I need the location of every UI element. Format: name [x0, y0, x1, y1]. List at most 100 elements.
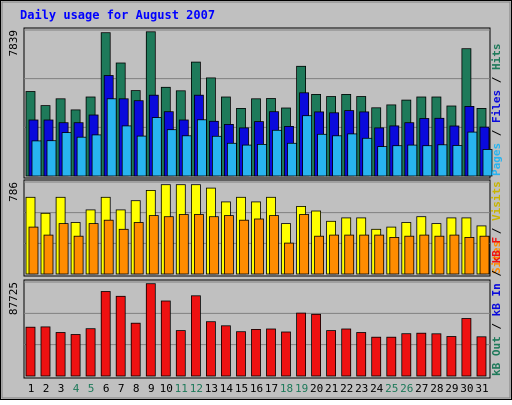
bar-kb-f-day-24: [371, 336, 382, 377]
legend-separator: /: [490, 123, 503, 143]
bar-kb-f-day-1: [25, 326, 36, 377]
bar-sites-day-9: [148, 215, 159, 275]
x-label-day-11: 11: [175, 382, 188, 395]
bar-kb-f-day-14: [220, 325, 231, 377]
bar-kb-f-day-4: [70, 334, 81, 377]
legend-separator: /: [490, 263, 503, 283]
bar-sites-day-25: [389, 236, 400, 275]
y-max-label: 87725: [7, 282, 20, 315]
bar-sites-day-12: [193, 214, 204, 275]
panel-legend: Pages / Files / Hits: [490, 44, 503, 177]
legend-separator: /: [490, 316, 503, 336]
bar-sites-day-23: [359, 234, 370, 275]
bar-sites-day-21: [329, 234, 340, 275]
bar-kb-f-day-11: [175, 330, 186, 377]
x-label-day-21: 21: [325, 382, 338, 395]
legend-pages: Pages: [490, 143, 503, 176]
bar-pages-day-11: [181, 135, 192, 177]
chart-title: Daily usage for August 2007: [20, 8, 215, 22]
bar-sites-day-30: [464, 236, 475, 275]
legend-separator: /: [490, 70, 503, 90]
bar-kb-f-day-6: [100, 291, 111, 377]
x-label-day-6: 6: [103, 382, 110, 395]
bar-pages-day-31: [482, 149, 493, 177]
bar-sites-day-5: [88, 223, 99, 275]
x-label-day-15: 15: [235, 382, 248, 395]
bar-pages-day-30: [467, 131, 478, 177]
bar-kb-f-day-25: [386, 336, 397, 377]
bar-kb-f-day-20: [311, 313, 322, 377]
x-label-day-14: 14: [220, 382, 234, 395]
bar-pages-day-5: [91, 134, 102, 177]
bar-sites-day-17: [269, 215, 279, 275]
x-label-day-1: 1: [28, 382, 35, 395]
bar-pages-day-16: [257, 143, 267, 177]
bar-pages-day-21: [332, 135, 343, 177]
legend-sites: Sites: [490, 241, 503, 274]
chart-panel-kbytes: 87725 kB Out / kB In / kB F: [7, 237, 503, 379]
legend-kb-in: kB In: [490, 283, 503, 316]
x-label-day-20: 20: [310, 382, 323, 395]
bar-pages-day-6: [106, 98, 117, 177]
bar-kb-f-day-30: [461, 318, 472, 377]
x-label-day-22: 22: [340, 382, 353, 395]
bar-kb-f-day-27: [416, 332, 427, 377]
bar-kb-f-day-15: [236, 331, 246, 377]
x-label-day-16: 16: [250, 382, 263, 395]
bar-sites-day-10: [163, 216, 174, 275]
bar-pages-day-17: [272, 129, 282, 177]
x-axis-labels: 1 2 3 4 5 6 7 8 9 10 11 12 13 14 15 16 17 18 19 20 21 22 23 24 2…: [28, 382, 489, 395]
bar-sites-day-16: [254, 218, 264, 275]
x-label-day-28: 28: [430, 382, 443, 395]
y-max-label: 786: [7, 182, 20, 202]
bar-pages-day-26: [407, 144, 418, 177]
legend-hits: Hits: [490, 44, 503, 71]
bar-sites-day-11: [178, 214, 189, 275]
bar-pages-day-29: [452, 145, 463, 177]
panels-group: 7839 Pages / Files / Hits 786 Sites / Visit…: [7, 27, 503, 379]
x-label-day-29: 29: [445, 382, 458, 395]
chart-panel-visits-sites: 786 Sites / Visits: [7, 179, 503, 277]
bar-sites-day-26: [404, 235, 415, 275]
bar-pages-day-4: [76, 136, 87, 177]
bar-kb-f-day-28: [431, 333, 442, 377]
bar-sites-day-2: [43, 234, 54, 275]
bar-pages-day-23: [362, 137, 373, 177]
bar-kb-f-day-10: [160, 300, 171, 377]
bar-sites-day-22: [344, 234, 355, 275]
bar-sites-day-28: [434, 235, 445, 275]
bar-pages-day-27: [422, 145, 433, 177]
y-max-label: 7839: [7, 30, 20, 57]
bar-pages-day-10: [166, 129, 177, 177]
x-label-day-4: 4: [73, 382, 80, 395]
bar-pages-day-7: [121, 125, 132, 177]
bar-pages-day-9: [151, 117, 162, 177]
x-label-day-27: 27: [415, 382, 428, 395]
bar-pages-day-2: [46, 140, 57, 177]
bar-kb-f-day-18: [281, 331, 291, 377]
bar-kb-f-day-26: [401, 333, 412, 377]
bar-pages-day-20: [317, 133, 328, 177]
bar-pages-day-15: [242, 144, 252, 177]
x-label-day-8: 8: [133, 382, 140, 395]
bar-kb-f-day-13: [205, 321, 216, 377]
bar-sites-day-27: [419, 234, 430, 275]
legend-visits: Visits: [490, 181, 503, 221]
bar-pages-day-28: [437, 144, 448, 177]
bar-kb-f-day-9: [145, 283, 156, 377]
chart-panel-hits-files-pages: 7839 Pages / Files / Hits: [7, 27, 503, 179]
bar-pages-day-12: [196, 119, 207, 177]
bar-kb-f-day-12: [190, 295, 201, 377]
bar-sites-day-15: [239, 219, 249, 275]
bar-sites-day-7: [118, 228, 129, 275]
legend-kb-out: kB Out: [490, 336, 503, 376]
panel-legend: Sites / Visits: [490, 181, 503, 274]
bar-kb-f-day-29: [446, 336, 457, 377]
bar-kb-f-day-16: [251, 328, 261, 377]
bar-sites-day-3: [58, 223, 69, 275]
x-label-day-7: 7: [118, 382, 125, 395]
bar-pages-day-3: [61, 132, 72, 177]
bar-sites-day-24: [374, 234, 385, 275]
bar-sites-day-19: [299, 214, 310, 275]
